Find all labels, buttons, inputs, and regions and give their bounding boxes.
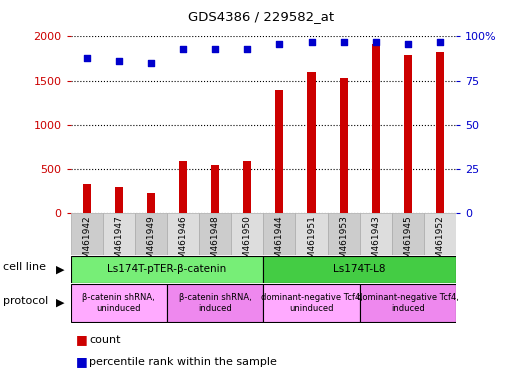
Bar <box>179 161 187 213</box>
Bar <box>167 284 263 322</box>
Text: ■: ■ <box>76 355 87 368</box>
Text: GSM461945: GSM461945 <box>403 215 412 270</box>
Point <box>371 39 380 45</box>
Bar <box>263 284 360 322</box>
Bar <box>103 213 135 255</box>
Point <box>243 46 252 52</box>
Point <box>115 58 123 64</box>
Bar <box>276 90 283 213</box>
Text: β-catenin shRNA,
induced: β-catenin shRNA, induced <box>179 293 252 313</box>
Bar <box>263 256 456 283</box>
Bar <box>308 72 315 213</box>
Text: GSM461946: GSM461946 <box>178 215 188 270</box>
Bar <box>360 284 456 322</box>
Bar <box>327 213 360 255</box>
Bar <box>392 213 424 255</box>
Text: Ls174T-pTER-β-catenin: Ls174T-pTER-β-catenin <box>107 264 226 275</box>
Bar <box>71 213 103 255</box>
Text: ■: ■ <box>76 333 87 346</box>
Text: GSM461953: GSM461953 <box>339 215 348 270</box>
Bar <box>360 213 392 255</box>
Point <box>404 40 412 46</box>
Bar <box>115 187 123 213</box>
Point <box>339 39 348 45</box>
Text: cell line: cell line <box>3 262 46 273</box>
Text: GSM461943: GSM461943 <box>371 215 380 270</box>
Text: GSM461950: GSM461950 <box>243 215 252 270</box>
Text: percentile rank within the sample: percentile rank within the sample <box>89 357 277 367</box>
Text: GSM461948: GSM461948 <box>211 215 220 270</box>
Bar <box>404 55 412 213</box>
Text: β-catenin shRNA,
uninduced: β-catenin shRNA, uninduced <box>83 293 155 313</box>
Bar <box>167 213 199 255</box>
Text: dominant-negative Tcf4,
induced: dominant-negative Tcf4, induced <box>357 293 459 313</box>
Point <box>275 40 283 46</box>
Bar <box>231 213 263 255</box>
Text: dominant-negative Tcf4,
uninduced: dominant-negative Tcf4, uninduced <box>260 293 362 313</box>
Point <box>211 46 219 52</box>
Bar <box>263 213 295 255</box>
Point <box>179 46 187 52</box>
Bar <box>199 213 231 255</box>
Text: GSM461952: GSM461952 <box>436 215 445 270</box>
Bar <box>71 256 263 283</box>
Point <box>308 39 316 45</box>
Text: GSM461944: GSM461944 <box>275 215 284 270</box>
Text: GDS4386 / 229582_at: GDS4386 / 229582_at <box>188 10 335 23</box>
Bar <box>372 43 380 213</box>
Text: protocol: protocol <box>3 296 48 306</box>
Bar <box>147 193 155 213</box>
Bar <box>424 213 456 255</box>
Bar <box>71 284 167 322</box>
Text: ▶: ▶ <box>56 264 64 275</box>
Text: GSM461949: GSM461949 <box>146 215 155 270</box>
Point <box>83 55 91 61</box>
Bar <box>243 161 251 213</box>
Bar <box>135 213 167 255</box>
Text: count: count <box>89 335 120 345</box>
Text: GSM461951: GSM461951 <box>307 215 316 270</box>
Point <box>147 60 155 66</box>
Text: ▶: ▶ <box>56 298 64 308</box>
Bar <box>295 213 327 255</box>
Bar <box>436 52 444 213</box>
Point <box>436 39 444 45</box>
Bar <box>83 184 90 213</box>
Text: GSM461942: GSM461942 <box>82 215 91 270</box>
Bar <box>339 78 348 213</box>
Text: GSM461947: GSM461947 <box>115 215 123 270</box>
Text: Ls174T-L8: Ls174T-L8 <box>334 264 386 275</box>
Bar <box>211 165 219 213</box>
